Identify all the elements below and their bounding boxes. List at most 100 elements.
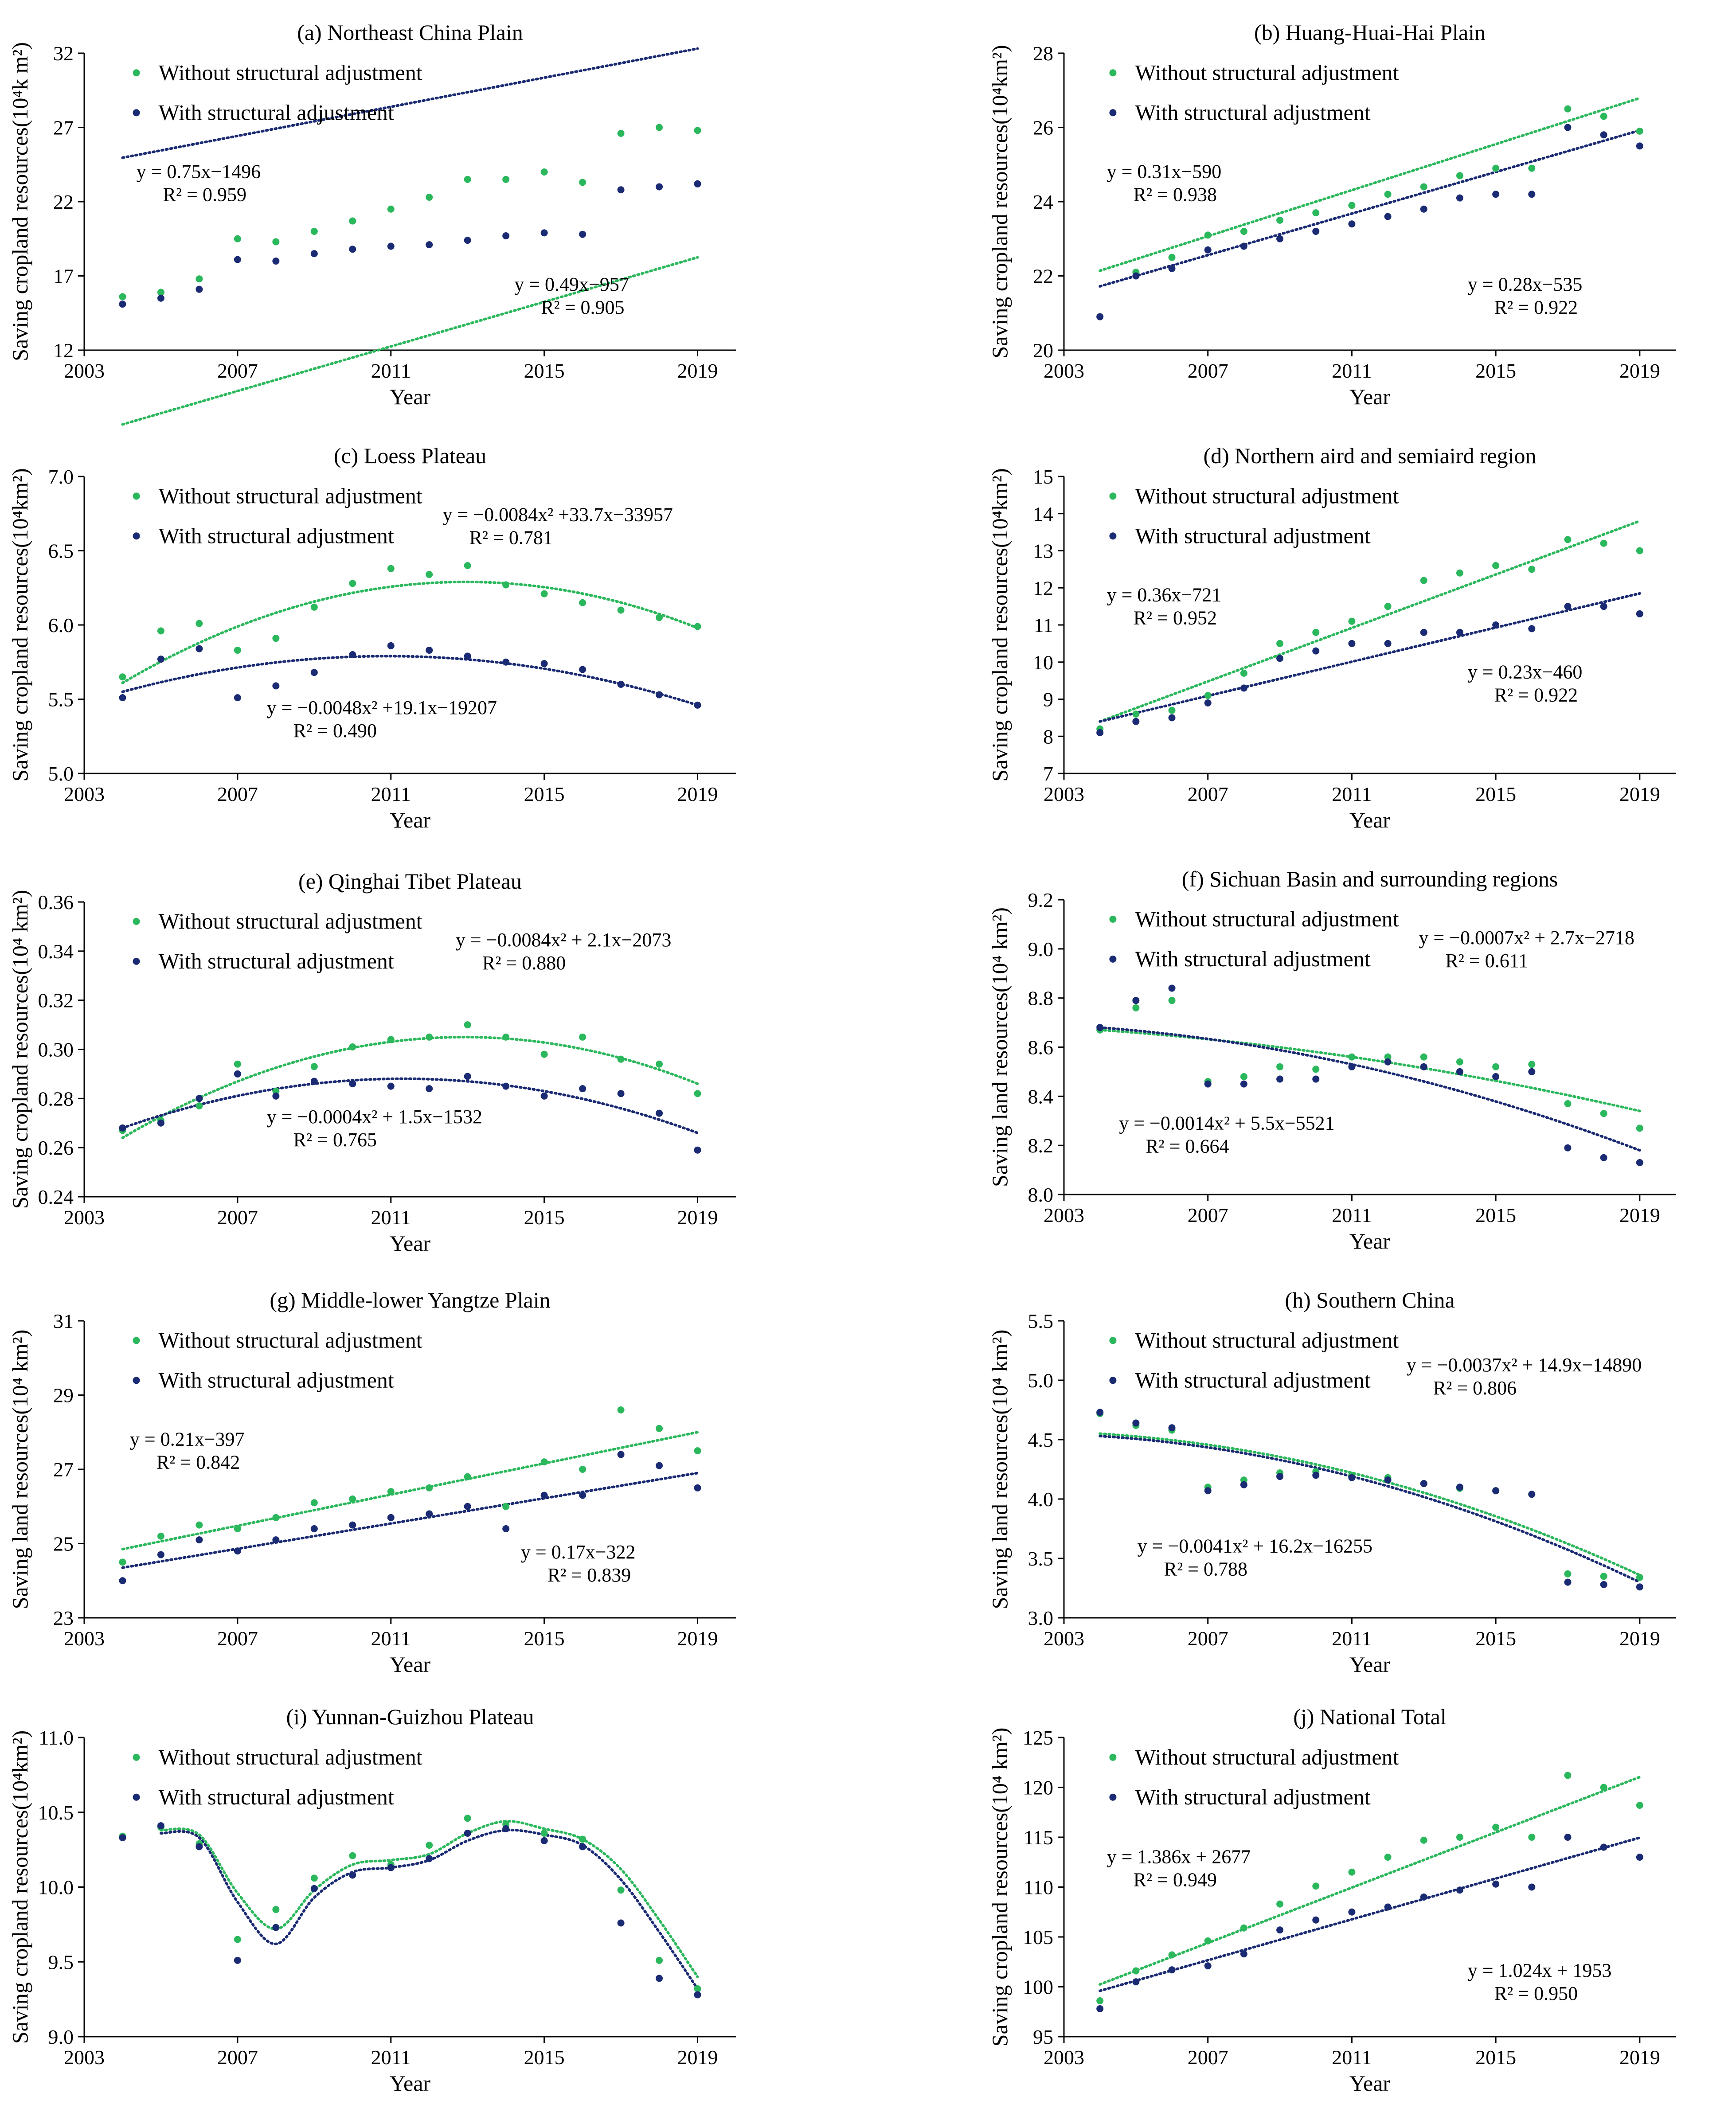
r2-without: R² = 0.611: [1445, 950, 1528, 972]
point-with: [1420, 1480, 1427, 1488]
point-without: [1636, 127, 1643, 135]
point-with: [349, 1521, 356, 1529]
point-with: [234, 1070, 241, 1078]
y-tick-label: 10.0: [38, 1876, 74, 1899]
point-without: [694, 1985, 701, 1992]
point-without: [119, 1558, 126, 1566]
y-tick-label: 115: [1024, 1826, 1053, 1849]
point-without: [1636, 1573, 1643, 1581]
panel-c: (c) Loess Plateau 5.0 5.5 6.0 6.5 7.0 2003 2007…: [8, 443, 736, 832]
point-without: [1276, 640, 1284, 647]
y-axis-label: Saving cropland resources(10⁴km²): [987, 468, 1012, 781]
x-tick-label: 2019: [1619, 1627, 1660, 1650]
point-with: [464, 1073, 471, 1080]
point-with: [1132, 1978, 1140, 1986]
point-without: [1564, 1100, 1572, 1107]
point-without: [1240, 228, 1247, 235]
y-tick-label: 120: [1023, 1776, 1053, 1799]
legend-marker-with: [1109, 532, 1117, 540]
point-without: [656, 124, 663, 131]
y-tick-label: 0.30: [38, 1039, 74, 1061]
x-tick-label: 2015: [524, 2046, 565, 2069]
r2-with: R² = 0.922: [1494, 684, 1578, 706]
x-tick-label: 2003: [64, 359, 105, 382]
y-tick-label: 0.36: [38, 891, 74, 914]
y-tick-label: 11: [1034, 614, 1053, 636]
point-without: [1420, 577, 1427, 584]
point-with: [234, 256, 241, 263]
legend-label-without: Without structural adjustment: [159, 60, 422, 85]
point-with: [387, 642, 395, 649]
point-without: [349, 580, 356, 587]
point-with: [1528, 1068, 1536, 1075]
y-tick-label: 10: [1033, 651, 1053, 674]
y-tick-label: 100: [1023, 1976, 1053, 1999]
point-with: [1564, 124, 1572, 131]
point-with: [195, 1536, 203, 1544]
point-with: [1348, 1474, 1356, 1481]
point-without: [617, 1055, 625, 1063]
x-tick-label: 2015: [524, 359, 565, 382]
point-without: [1528, 1061, 1536, 1068]
point-without: [1348, 617, 1356, 625]
point-without: [1384, 1854, 1392, 1861]
x-axis-label: Year: [1349, 384, 1390, 409]
equation-without: y = 0.21x−397: [130, 1428, 245, 1450]
point-with: [195, 645, 203, 652]
point-with: [464, 1503, 471, 1510]
point-without: [1636, 547, 1643, 554]
x-tick-label: 2011: [371, 1627, 411, 1650]
x-axis-label: Year: [1349, 2071, 1390, 2096]
point-without: [234, 1525, 241, 1532]
point-with: [426, 1085, 433, 1093]
point-without: [1564, 105, 1572, 113]
point-with: [1276, 235, 1284, 242]
legend-marker-with: [133, 1377, 140, 1384]
y-tick-label: 25: [53, 1533, 74, 1555]
legend-label-with: With structural adjustment: [159, 523, 394, 548]
point-with: [617, 681, 625, 688]
point-with: [1420, 629, 1427, 636]
x-tick-label: 2011: [1332, 1204, 1372, 1226]
point-with: [1276, 1075, 1284, 1083]
point-with: [234, 1956, 241, 1964]
y-axis-label: Saving land resources(10⁴ km²): [8, 1330, 32, 1609]
x-tick-label: 2003: [1044, 1627, 1084, 1650]
point-without: [502, 581, 510, 589]
point-with: [1564, 1834, 1572, 1841]
point-without: [1168, 997, 1176, 1004]
point-without: [464, 176, 471, 183]
point-with: [1384, 1058, 1392, 1066]
point-with: [617, 1919, 625, 1927]
r2-with: R² = 0.788: [1164, 1558, 1247, 1580]
point-with: [1204, 699, 1212, 707]
panel-title: (a) Northeast China Plain: [297, 20, 523, 45]
trend-line-with: [1099, 1434, 1641, 1584]
point-with: [694, 180, 701, 187]
point-with: [234, 1547, 241, 1555]
point-with: [1384, 640, 1392, 647]
point-without: [694, 127, 701, 134]
x-axis-label: Year: [390, 808, 430, 832]
equation-without: y = 1.386x + 2677: [1107, 1846, 1251, 1868]
x-tick-label: 2011: [371, 2046, 411, 2069]
y-tick-label: 27: [53, 117, 74, 139]
point-with: [1132, 997, 1140, 1004]
point-without: [1132, 1967, 1140, 1975]
point-without: [310, 603, 318, 611]
x-tick-label: 2019: [677, 2046, 718, 2069]
trend-line-with: [1099, 1836, 1641, 1992]
y-tick-label: 29: [53, 1384, 74, 1407]
x-tick-label: 2011: [1332, 783, 1372, 805]
legend-label-without: Without structural adjustment: [1135, 1327, 1399, 1352]
panel-i: (i) Yunnan-Guizhou Plateau 9.0 9.5 10.0 10.5…: [8, 1704, 736, 2096]
point-with: [579, 666, 586, 673]
y-tick-label: 0.34: [38, 940, 74, 963]
point-without: [272, 635, 280, 642]
point-without: [157, 289, 164, 296]
y-tick-label: 7.0: [48, 465, 74, 488]
y-axis-label: Saving cropland resources(10⁴km²): [8, 468, 32, 781]
point-without: [1564, 1570, 1572, 1577]
panel-a: (a) Northeast China Plain 12 17 22 27 32 2003 2…: [8, 20, 736, 426]
x-tick-label: 2019: [1619, 359, 1660, 382]
